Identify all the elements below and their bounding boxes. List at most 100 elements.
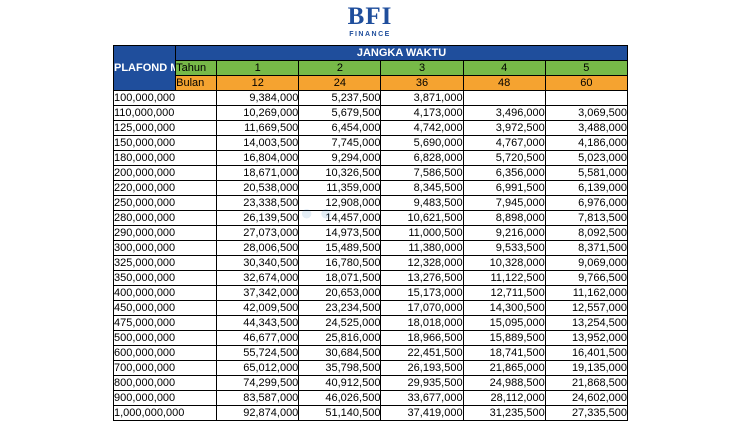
plafond-cell: 350,000,000 bbox=[112, 270, 218, 286]
installment-cell: 24,988,500 bbox=[462, 375, 546, 391]
installment-cell: 13,952,000 bbox=[544, 330, 629, 346]
installment-cell: 10,621,500 bbox=[380, 210, 464, 226]
installment-cell: 4,173,000 bbox=[380, 105, 464, 121]
installment-cell: 9,069,000 bbox=[544, 255, 629, 271]
installment-cell: 11,162,000 bbox=[544, 285, 629, 301]
installment-cell: 33,677,000 bbox=[380, 390, 464, 406]
installment-cell: 14,457,000 bbox=[298, 210, 382, 226]
installment-cell: 4,742,000 bbox=[380, 120, 464, 136]
installment-cell bbox=[462, 90, 546, 106]
plafond-header: PLAFOND MULTIGUNA bbox=[112, 45, 177, 91]
plafond-cell: 125,000,000 bbox=[112, 120, 218, 136]
bulan-cell: 48 bbox=[462, 75, 546, 91]
bulan-row: Bulan 12 24 36 48 60 bbox=[114, 75, 629, 91]
table-row: 125,000,000 11,669,500 6,454,000 4,742,000 3… bbox=[112, 120, 629, 136]
installment-cell: 16,401,500 bbox=[544, 345, 629, 361]
installment-cell: 8,371,500 bbox=[544, 240, 629, 256]
installment-cell: 11,000,500 bbox=[380, 225, 464, 241]
plafond-cell: 180,000,000 bbox=[112, 150, 218, 166]
table-row: 150,000,000 14,003,500 7,745,000 5,690,000 4… bbox=[112, 135, 629, 151]
table-row: 290,000,000 27,073,000 14,973,500 11,000,50… bbox=[112, 225, 629, 241]
bulan-label: Bulan bbox=[175, 75, 218, 91]
installment-cell: 17,070,000 bbox=[380, 300, 464, 316]
installment-cell: 15,889,500 bbox=[462, 330, 546, 346]
installment-cell: 5,237,500 bbox=[298, 90, 382, 106]
bulan-cell: 12 bbox=[216, 75, 300, 91]
installment-cell: 20,653,000 bbox=[298, 285, 382, 301]
installment-cell: 65,012,000 bbox=[216, 360, 300, 376]
table-row: 300,000,000 28,006,500 15,489,500 11,380,00… bbox=[112, 240, 629, 256]
installment-cell: 35,798,500 bbox=[298, 360, 382, 376]
installment-cell: 8,898,000 bbox=[462, 210, 546, 226]
plafond-cell: 100,000,000 bbox=[112, 90, 218, 106]
installment-cell: 6,828,000 bbox=[380, 150, 464, 166]
plafond-cell: 450,000,000 bbox=[112, 300, 218, 316]
table-row: 600,000,000 55,724,500 30,684,500 22,451,50… bbox=[112, 345, 629, 361]
installment-cell: 6,454,000 bbox=[298, 120, 382, 136]
installment-cell: 10,326,500 bbox=[298, 165, 382, 181]
table-row: 180,000,000 16,804,000 9,294,000 6,828,000 5… bbox=[112, 150, 629, 166]
table-row: 900,000,000 83,587,000 46,026,500 33,677,00… bbox=[112, 390, 629, 406]
tahun-row: Tahun 1 2 3 4 5 bbox=[114, 60, 629, 76]
installment-cell: 10,269,000 bbox=[216, 105, 300, 121]
installment-cell: 8,345,500 bbox=[380, 180, 464, 196]
installment-cell: 11,669,500 bbox=[216, 120, 300, 136]
table-body: 100,000,000 9,384,000 5,237,500 3,871,000 11… bbox=[112, 90, 629, 421]
installment-cell: 24,525,000 bbox=[298, 315, 382, 331]
installment-cell: 14,300,500 bbox=[462, 300, 546, 316]
installment-cell: 9,483,500 bbox=[380, 195, 464, 211]
tahun-cell: 4 bbox=[462, 60, 546, 76]
installment-cell: 15,095,000 bbox=[462, 315, 546, 331]
installment-cell: 23,234,500 bbox=[298, 300, 382, 316]
tahun-cell: 5 bbox=[544, 60, 629, 76]
installment-cell: 3,069,500 bbox=[544, 105, 629, 121]
installment-cell: 31,235,500 bbox=[462, 405, 546, 421]
plafond-cell: 200,000,000 bbox=[112, 165, 218, 181]
table-row: 450,000,000 42,009,500 23,234,500 17,070,00… bbox=[112, 300, 629, 316]
table-row: 475,000,000 44,343,500 24,525,000 18,018,00… bbox=[112, 315, 629, 331]
installment-cell: 3,496,000 bbox=[462, 105, 546, 121]
installment-cell: 6,139,000 bbox=[544, 180, 629, 196]
installment-cell: 18,671,000 bbox=[216, 165, 300, 181]
installment-cell: 25,816,000 bbox=[298, 330, 382, 346]
installment-cell: 44,343,500 bbox=[216, 315, 300, 331]
jangka-waktu-header: JANGKA WAKTU bbox=[175, 45, 628, 61]
installment-cell: 6,991,500 bbox=[462, 180, 546, 196]
installment-cell: 46,026,500 bbox=[298, 390, 382, 406]
installment-cell: 29,935,500 bbox=[380, 375, 464, 391]
table-row: 250,000,000 23,338,500 12,908,000 9,483,500… bbox=[112, 195, 629, 211]
bulan-cell: 36 bbox=[380, 75, 464, 91]
table-row: 100,000,000 9,384,000 5,237,500 3,871,000 bbox=[112, 90, 629, 106]
table-row: 700,000,000 65,012,000 35,798,500 26,193,50… bbox=[112, 360, 629, 376]
installment-cell: 4,767,000 bbox=[462, 135, 546, 151]
installment-cell: 4,186,000 bbox=[544, 135, 629, 151]
installment-cell: 42,009,500 bbox=[216, 300, 300, 316]
installment-cell: 8,092,500 bbox=[544, 225, 629, 241]
installment-cell: 22,451,500 bbox=[380, 345, 464, 361]
plafond-cell: 500,000,000 bbox=[112, 330, 218, 346]
installment-cell: 16,780,500 bbox=[298, 255, 382, 271]
plafond-cell: 1,000,000,000 bbox=[112, 405, 218, 421]
tahun-cell: 1 bbox=[216, 60, 300, 76]
installment-cell: 3,871,000 bbox=[380, 90, 464, 106]
installment-cell: 30,684,500 bbox=[298, 345, 382, 361]
installment-cell: 3,972,500 bbox=[462, 120, 546, 136]
plafond-cell: 400,000,000 bbox=[112, 285, 218, 301]
installment-cell: 12,908,000 bbox=[298, 195, 382, 211]
installment-cell: 15,489,500 bbox=[298, 240, 382, 256]
table-row: 800,000,000 74,299,500 40,912,500 29,935,50… bbox=[112, 375, 629, 391]
installment-cell: 9,294,000 bbox=[298, 150, 382, 166]
bulan-cell: 60 bbox=[544, 75, 629, 91]
installment-cell: 18,741,500 bbox=[462, 345, 546, 361]
installment-cell: 5,679,500 bbox=[298, 105, 382, 121]
installment-table: PLAFOND MULTIGUNA JANGKA WAKTU Tahun 1 2… bbox=[112, 45, 629, 421]
table-row: 280,000,000 26,139,500 14,457,000 10,621,50… bbox=[112, 210, 629, 226]
installment-cell: 11,380,000 bbox=[380, 240, 464, 256]
installment-cell: 27,073,000 bbox=[216, 225, 300, 241]
installment-cell: 83,587,000 bbox=[216, 390, 300, 406]
installment-cell: 6,356,000 bbox=[462, 165, 546, 181]
table-row: 1,000,000,000 92,874,000 51,140,500 37,419,… bbox=[112, 405, 629, 421]
installment-cell: 55,724,500 bbox=[216, 345, 300, 361]
bulan-cell: 24 bbox=[298, 75, 382, 91]
installment-cell: 5,023,000 bbox=[544, 150, 629, 166]
